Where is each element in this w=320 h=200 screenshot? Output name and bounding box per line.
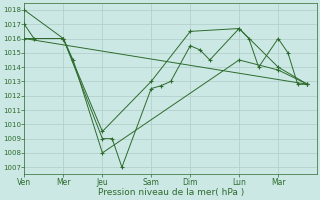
X-axis label: Pression niveau de la mer( hPa ): Pression niveau de la mer( hPa ) [98,188,244,197]
